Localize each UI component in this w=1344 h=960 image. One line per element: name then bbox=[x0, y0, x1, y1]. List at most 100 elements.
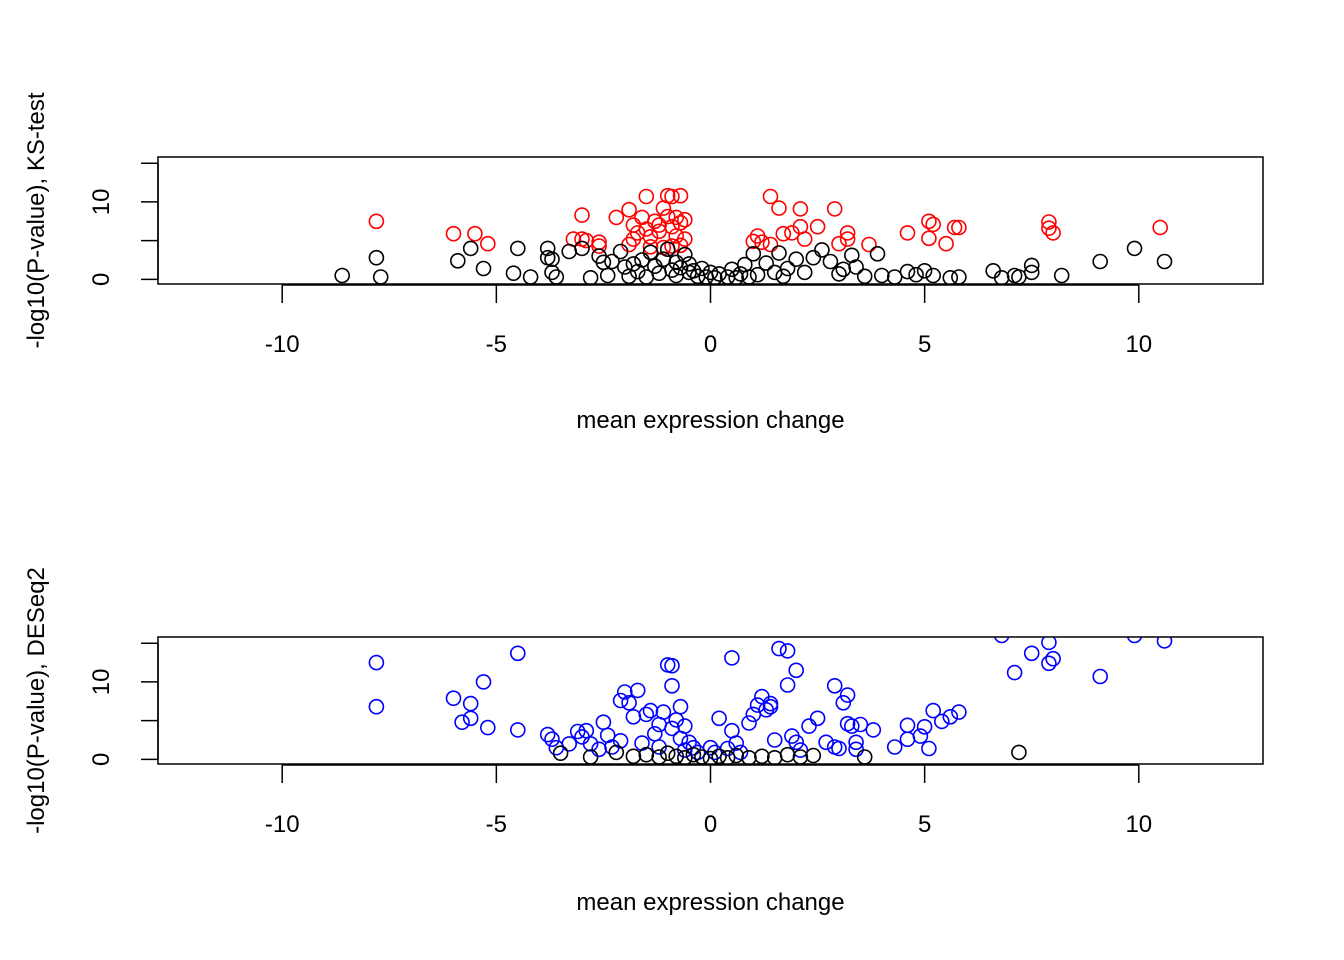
data-point bbox=[951, 219, 967, 236]
data-point bbox=[792, 201, 809, 217]
data-point bbox=[672, 187, 689, 204]
data-point bbox=[711, 710, 727, 727]
data-point bbox=[839, 231, 856, 247]
data-point bbox=[676, 211, 693, 228]
data-point bbox=[561, 736, 578, 752]
data-point bbox=[659, 241, 676, 257]
data-point bbox=[921, 230, 937, 247]
data-point bbox=[779, 746, 796, 763]
data-point bbox=[809, 218, 826, 235]
data-point bbox=[809, 710, 826, 727]
data-point bbox=[1023, 264, 1040, 281]
data-point bbox=[711, 266, 727, 282]
data-point bbox=[668, 209, 685, 226]
panel-1: -10 -5 0 5 10 0 10 mean expression change -log10… bbox=[23, 92, 1264, 434]
data-point bbox=[852, 716, 869, 733]
data-point bbox=[368, 249, 385, 266]
data-point bbox=[869, 246, 886, 262]
data-point bbox=[758, 255, 775, 271]
data-point bbox=[368, 654, 385, 671]
data-point bbox=[651, 749, 667, 764]
data-point bbox=[505, 265, 522, 282]
points-group bbox=[334, 187, 1173, 284]
data-point bbox=[1092, 668, 1108, 685]
data-point bbox=[1092, 253, 1108, 270]
data-point bbox=[749, 697, 766, 713]
data-point bbox=[668, 228, 685, 244]
data-point bbox=[539, 726, 556, 743]
data-point bbox=[372, 269, 389, 284]
data-point bbox=[634, 252, 650, 268]
data-point bbox=[762, 188, 779, 205]
y-tick-label: 0 bbox=[88, 273, 115, 286]
data-point bbox=[741, 750, 757, 764]
data-point bbox=[805, 747, 822, 764]
data-point bbox=[664, 218, 680, 235]
data-point bbox=[1126, 637, 1143, 644]
data-point bbox=[766, 732, 783, 748]
data-point bbox=[822, 253, 839, 270]
data-point bbox=[668, 254, 685, 271]
data-point bbox=[368, 698, 385, 715]
data-point bbox=[612, 243, 629, 260]
x-tick-label: -5 bbox=[486, 331, 507, 358]
data-point bbox=[659, 745, 676, 762]
data-point bbox=[616, 684, 633, 700]
data-point bbox=[766, 750, 783, 764]
x-tick-label: -5 bbox=[486, 811, 507, 838]
data-point bbox=[625, 256, 642, 272]
data-point bbox=[574, 240, 590, 257]
data-point bbox=[595, 714, 612, 731]
data-point bbox=[788, 662, 805, 679]
data-point bbox=[826, 201, 843, 217]
y-axis-title: -log10(P-value), KS-test bbox=[23, 92, 50, 348]
data-point bbox=[1156, 253, 1173, 270]
data-point bbox=[694, 260, 710, 277]
data-point bbox=[625, 217, 642, 233]
data-point bbox=[921, 213, 937, 230]
data-point bbox=[664, 188, 680, 205]
data-point bbox=[625, 231, 642, 247]
data-point bbox=[642, 702, 659, 719]
data-point bbox=[664, 677, 680, 694]
data-point bbox=[771, 200, 787, 216]
data-point bbox=[664, 657, 680, 674]
data-point bbox=[449, 252, 466, 269]
data-point bbox=[1041, 655, 1057, 672]
data-point bbox=[728, 735, 745, 751]
data-point bbox=[591, 238, 607, 254]
data-point bbox=[719, 750, 736, 764]
data-point bbox=[741, 269, 757, 284]
data-point bbox=[638, 746, 655, 763]
data-point bbox=[779, 677, 796, 693]
data-point bbox=[582, 749, 599, 764]
data-point bbox=[544, 264, 560, 281]
data-point bbox=[475, 260, 492, 277]
data-point bbox=[754, 234, 770, 250]
data-point bbox=[771, 245, 787, 261]
data-point bbox=[676, 718, 693, 734]
data-point bbox=[1006, 664, 1023, 681]
x-tick-label: 0 bbox=[704, 331, 717, 358]
data-point bbox=[745, 706, 762, 723]
data-point bbox=[839, 687, 856, 703]
data-point bbox=[796, 231, 813, 247]
y-axis-title: -log10(P-value), DESeq2 bbox=[23, 567, 50, 834]
data-point bbox=[886, 739, 903, 755]
points-group bbox=[368, 637, 1173, 764]
data-point bbox=[1045, 650, 1061, 667]
data-point bbox=[539, 240, 556, 257]
data-point bbox=[946, 219, 963, 236]
data-point bbox=[728, 270, 744, 284]
data-point bbox=[552, 745, 569, 762]
data-point bbox=[848, 734, 864, 751]
data-point bbox=[509, 645, 526, 662]
y-tick-label: 10 bbox=[88, 669, 115, 696]
data-point bbox=[835, 694, 852, 711]
data-point bbox=[578, 232, 595, 249]
data-point bbox=[951, 704, 967, 720]
data-point bbox=[779, 643, 796, 659]
data-point bbox=[762, 698, 779, 715]
data-point bbox=[479, 719, 496, 736]
